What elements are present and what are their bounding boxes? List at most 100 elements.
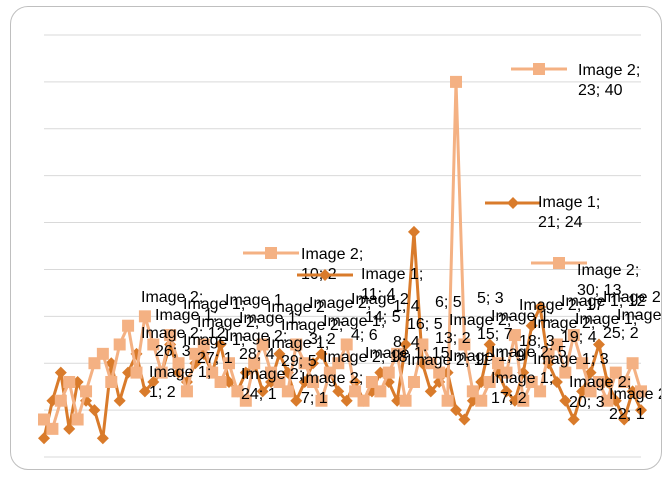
data-label-image2-24: Image 2; 24; 1 [241, 366, 303, 403]
series-2-point [298, 357, 311, 370]
series-2-point [508, 329, 521, 342]
data-label-clutter: Image 1 [225, 292, 283, 309]
series-1-point [550, 375, 563, 388]
series-2-point [248, 357, 261, 370]
series-2-point [113, 338, 126, 351]
series-1-point [458, 413, 471, 426]
data-label-clutter: Image 2; [225, 328, 287, 345]
series-2-point [281, 385, 294, 398]
data-label-image1-peak: Image 1; 21; 24 [538, 194, 600, 231]
series-2-point [63, 375, 76, 388]
series-2-point [239, 394, 252, 407]
series-2-point [391, 347, 404, 360]
data-label-image1-17: Image 1; 17; 2 [491, 370, 553, 407]
series-2-point [290, 338, 303, 351]
series-1-point [618, 413, 631, 426]
data-label-clutter: Image 2; [449, 312, 511, 329]
data-label-clutter: Image 2; [617, 307, 661, 324]
callout-key-marker [553, 257, 565, 269]
series-2-point [138, 310, 151, 323]
data-label-image2-20: Image 2; 20; 3 [569, 374, 631, 411]
data-label-clutter: Image 2; [533, 315, 595, 332]
data-label-clutter: 8; 4 [393, 334, 420, 351]
series-layer [38, 75, 647, 445]
data-label-clutter: Image 2; 16 [603, 289, 661, 306]
callout-key-marker [265, 247, 277, 259]
series-2-point [534, 385, 547, 398]
series-2-point [407, 375, 420, 388]
data-label-clutter: 27; 1 [197, 350, 233, 367]
data-label-clutter: Image 1; 3 [533, 351, 609, 368]
data-label-clutter: Image 2; 11 [407, 352, 490, 369]
series-1-point [584, 366, 597, 379]
series-2-point [357, 394, 370, 407]
series-1-point [407, 225, 420, 238]
series-2-point [130, 366, 143, 379]
data-label-clutter: Image 2; 18 [323, 349, 408, 366]
data-label-clutter: 5; 3 [477, 290, 504, 307]
line-chart: Image 2; 23; 40 Image 1; 21; 24 Image 2; 30; … [38, 34, 661, 458]
series-2-point [433, 366, 446, 379]
data-label-clutter: 28; 4 [239, 346, 275, 363]
series-1-point [340, 394, 353, 407]
series-2-point [450, 75, 463, 88]
series-2-point [374, 385, 387, 398]
series-1-point [54, 366, 67, 379]
data-label-clutter: 26; 3 [155, 343, 191, 360]
series-2-point [559, 366, 572, 379]
series-1-point [273, 347, 286, 360]
series-2-point [416, 338, 429, 351]
data-label-clutter: Image 1; [267, 335, 329, 352]
series-2-point [492, 357, 505, 370]
series-2-point [626, 357, 639, 370]
series-2-point [105, 375, 118, 388]
series-1-point [290, 394, 303, 407]
data-label-clutter: 1; 4 [393, 298, 420, 315]
data-label-clutter: 13; 2 [435, 330, 471, 347]
data-label-image2-7: Image 2; 7; 1 [301, 370, 363, 407]
series-1-point [256, 385, 269, 398]
data-label-layer: Image 2; 23; 40 Image 1; 21; 24 Image 2; 30; … [141, 62, 661, 423]
data-label-clutter: Image 2; 17 [519, 297, 604, 314]
data-label-clutter: Image 1; [239, 310, 301, 327]
series-1-point [147, 375, 160, 388]
data-label-clutter: Image 2; [309, 295, 371, 312]
series-1-point [239, 366, 252, 379]
series-1-point [500, 385, 513, 398]
series-2-point [197, 338, 210, 351]
data-label-image2-22: Image 2;22; 1 [609, 386, 661, 423]
data-label-clutter: Image 2; 5 [491, 344, 567, 361]
data-label-clutter: 19; 4 [561, 329, 597, 346]
data-label-clutter: Image 1; 9 [449, 348, 525, 365]
series-1-point [332, 385, 345, 398]
data-label-clutter: Image 2; 12 [141, 325, 226, 342]
data-label-clutter: 29; 5 [281, 353, 317, 370]
data-label-image1-1: Image 1; 1; 2 [149, 364, 211, 401]
series-2-point [180, 385, 193, 398]
callout-key-marker [507, 197, 519, 209]
chart-frame: Image 2; 23; 40 Image 1; 21; 24 Image 2; 30; … [10, 6, 662, 470]
data-label-clutter: Image 1; [575, 311, 637, 328]
series-2-point [323, 366, 336, 379]
data-label-clutter: 16; 5 [407, 316, 443, 333]
data-label-clutter: Image 1; [323, 313, 385, 330]
series-2-point [441, 394, 454, 407]
series-2-point [147, 338, 160, 351]
series-2-point [214, 375, 227, 388]
callout-key-marker [533, 63, 545, 75]
series-1-point [450, 404, 463, 417]
data-label-clutter: Image 1; [183, 332, 245, 349]
series-2-point [542, 347, 555, 360]
series-2-point [382, 366, 395, 379]
series-2-point [273, 375, 286, 388]
series-2-point [54, 394, 67, 407]
series-2-point [122, 319, 135, 332]
data-label-clutter: Image 1; [183, 296, 245, 313]
data-label-clutter: Image 2 [267, 299, 325, 316]
series-line-1 [42, 230, 643, 440]
series-2-point [206, 366, 219, 379]
data-label-clutter: Image 1; [155, 307, 217, 324]
series-2-point [458, 338, 471, 351]
series-1-point [399, 338, 412, 351]
series-2-point [349, 385, 362, 398]
